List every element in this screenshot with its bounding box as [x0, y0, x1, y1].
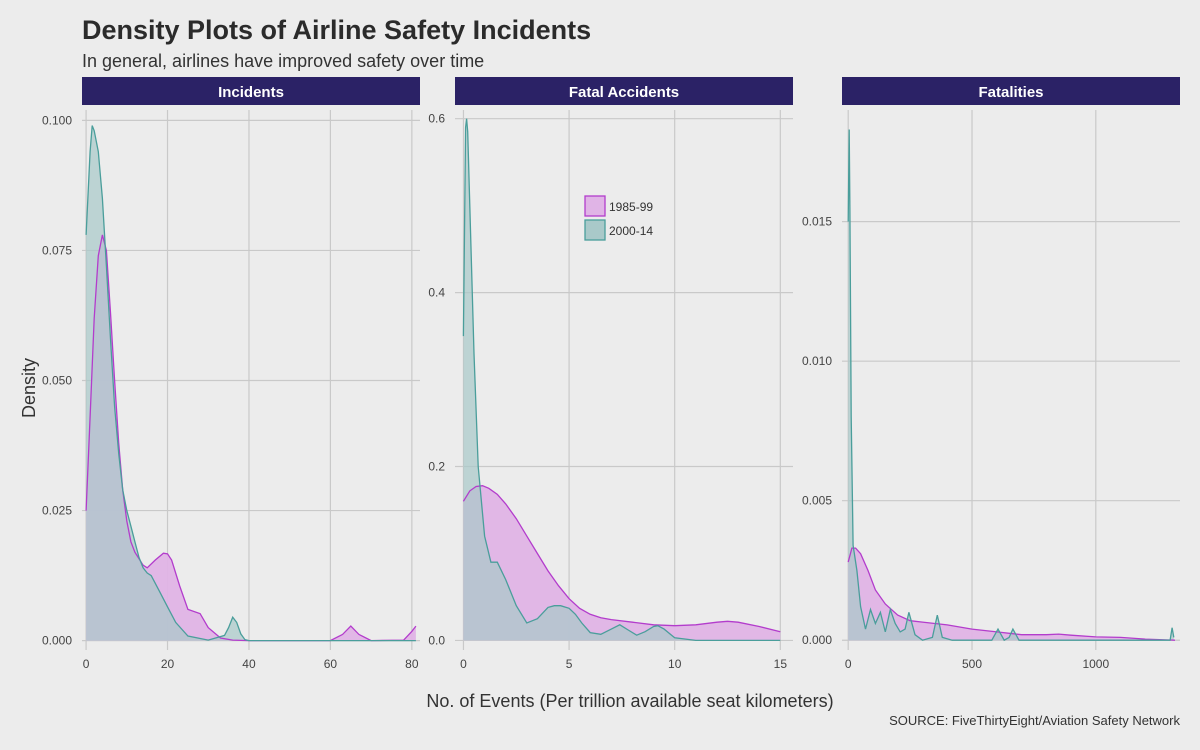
y-axis-title: Density: [19, 358, 39, 418]
legend-label-1985-99: 1985-99: [609, 200, 653, 214]
strip-incidents: [82, 77, 420, 105]
panel-incidents: Incidents 0.000 0.025 0.050 0.075 0.100 0 20 40 6…: [42, 77, 420, 671]
y-tick-label-incidents-2: 0.050: [42, 374, 72, 388]
x-tick-label-fatalities-0: 0: [845, 657, 852, 671]
x-tick-label-fatalities-1: 500: [962, 657, 982, 671]
density-line-fatal-accidents-1985-99: [462, 485, 781, 633]
legend: 1985-99 2000-14: [584, 195, 653, 241]
density-line-fatalities-2000-14: [847, 129, 1175, 642]
density-line-incidents-1985-99: [85, 234, 417, 642]
density-area-incidents-2000-14: [86, 125, 416, 641]
legend-key-2000-14: [584, 219, 606, 241]
x-tick-label-fatal-accidents-0: 0: [460, 657, 467, 671]
y-tick-label-incidents-0: 0.000: [42, 634, 72, 648]
density-area-fatal-accidents-2000-14: [463, 118, 781, 641]
density-line-fatal-accidents-2000-14: [462, 118, 781, 642]
y-tick-label-fatal-accidents-3: 0.6: [428, 112, 445, 126]
y-tick-label-fatalities-2: 0.010: [802, 354, 832, 368]
x-tick-label-fatalities-2: 1000: [1082, 657, 1109, 671]
y-tick-label-incidents-3: 0.075: [42, 243, 72, 257]
strip-fatalities: [842, 77, 1180, 105]
y-tick-label-incidents-4: 0.100: [42, 113, 72, 127]
density-area-fatal-accidents-1985-99: [463, 485, 781, 641]
strip-fatal-accidents: [455, 77, 793, 105]
x-tick-label-fatal-accidents-1: 5: [566, 657, 573, 671]
panel-fatalities: Fatalities 0.000 0.005 0.010 0.015 0 500 1000: [802, 77, 1180, 671]
y-tick-label-fatalities-1: 0.005: [802, 494, 832, 508]
strip-label-fatal-accidents: Fatal Accidents: [569, 84, 679, 101]
panel-fatal-accidents: Fatal Accidents 0.0 0.2 0.4 0.6 0 5 10 15: [428, 77, 793, 671]
y-tick-label-incidents-1: 0.025: [42, 504, 72, 518]
x-tick-label-fatal-accidents-2: 10: [668, 657, 682, 671]
x-axis-title: No. of Events (Per trillion available se…: [426, 691, 833, 711]
legend-label-2000-14: 2000-14: [609, 224, 653, 238]
y-tick-label-fatal-accidents-1: 0.2: [428, 460, 445, 474]
legend-key-1985-99: [584, 195, 606, 217]
chart-title: Density Plots of Airline Safety Incident…: [82, 15, 591, 45]
x-tick-label-fatal-accidents-3: 15: [774, 657, 788, 671]
strip-label-incidents: Incidents: [218, 84, 284, 101]
y-tick-label-fatal-accidents-2: 0.4: [428, 286, 445, 300]
x-tick-label-incidents-2: 40: [242, 657, 256, 671]
y-tick-label-fatalities-0: 0.000: [802, 633, 832, 647]
strip-label-fatalities: Fatalities: [978, 84, 1043, 101]
x-tick-label-incidents-3: 60: [324, 657, 338, 671]
x-tick-label-incidents-4: 80: [405, 657, 419, 671]
y-tick-label-fatalities-3: 0.015: [802, 215, 832, 229]
source-caption: SOURCE: FiveThirtyEight/Aviation Safety …: [889, 713, 1180, 728]
x-tick-label-incidents-0: 0: [83, 657, 90, 671]
density-area-fatalities-2000-14: [848, 129, 1174, 641]
chart-subtitle: In general, airlines have improved safet…: [82, 51, 484, 71]
y-tick-label-fatal-accidents-0: 0.0: [428, 633, 445, 647]
density-line-fatalities-1985-99: [847, 547, 1176, 641]
x-tick-label-incidents-1: 20: [161, 657, 175, 671]
density-line-incidents-2000-14: [85, 125, 416, 642]
